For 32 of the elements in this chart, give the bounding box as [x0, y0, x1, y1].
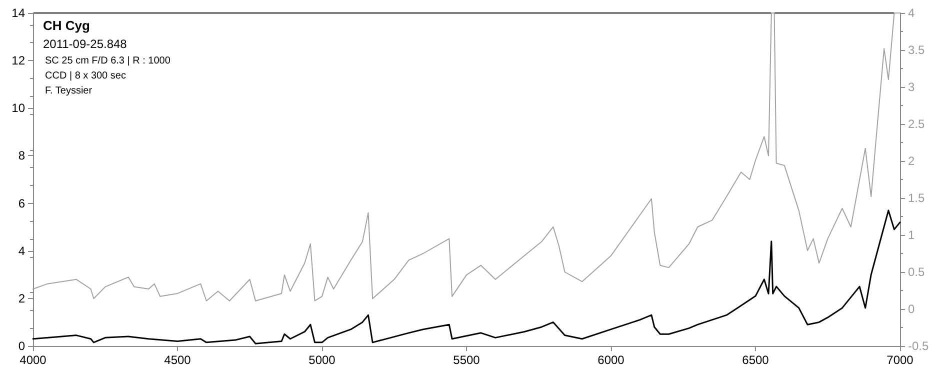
- x-tick-label: 4000: [20, 353, 47, 367]
- y2-tick-label: 3: [908, 80, 915, 94]
- chart-title: CH Cyg: [43, 18, 90, 33]
- y2-tick-label: 3.5: [908, 43, 926, 57]
- y-tick-label: 12: [12, 54, 26, 68]
- y2-tick-label: -0.5: [908, 339, 930, 353]
- y-tick-label: 6: [18, 196, 26, 210]
- y-tick-label: 14: [12, 6, 26, 20]
- line-series: [32, 12, 900, 302]
- y2-tick-label: 1: [908, 228, 915, 242]
- annotation: CCD | 8 x 300 sec: [45, 70, 126, 82]
- y2-tick-label: 0.5: [908, 265, 926, 279]
- y2-tick-label: 1.5: [908, 191, 926, 205]
- y-tick-label: 2: [18, 291, 26, 306]
- y-tick-label: 8: [18, 148, 26, 163]
- y-tick-label: 0: [18, 339, 26, 353]
- text: 2011-09-25.848: [43, 37, 128, 51]
- x-tick-label: 4500: [164, 353, 192, 367]
- x-tick-label: 7000: [886, 353, 914, 367]
- annotation: SC 25 cm F/D 6.3 | R : 1000: [45, 56, 171, 66]
- line-series: [32, 210, 901, 344]
- x-tick-label: 6000: [598, 353, 625, 367]
- y2-tick-label: 0: [908, 302, 915, 316]
- x-tick-label: 5500: [453, 353, 480, 367]
- x-tick-label: 5000: [308, 353, 336, 367]
- y2-tick-label: 4: [908, 6, 915, 20]
- x-tick-label: 6500: [742, 353, 770, 367]
- y2-tick-label: 2: [908, 154, 915, 168]
- y-tick-label: 10: [12, 101, 26, 116]
- y-tick-label: 4: [18, 244, 26, 258]
- annotation: F. Teyssier: [45, 86, 93, 96]
- y2-tick-label: 2.5: [908, 117, 926, 131]
